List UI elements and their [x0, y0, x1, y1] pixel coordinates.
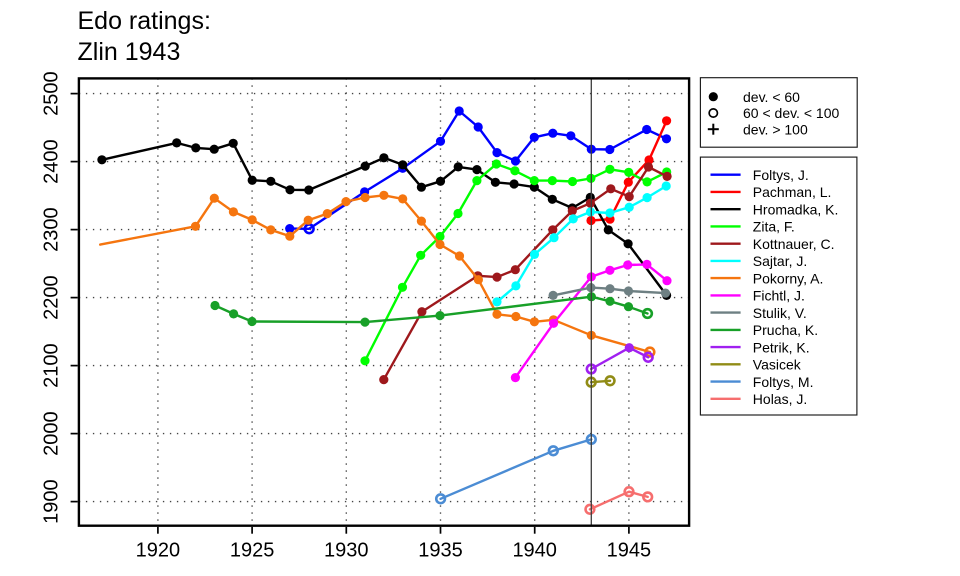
svg-text:1935: 1935 [418, 539, 463, 561]
svg-text:2100: 2100 [41, 343, 63, 388]
svg-text:Sajtar, J.: Sajtar, J. [753, 253, 807, 269]
svg-text:Kottnauer, C.: Kottnauer, C. [753, 236, 835, 252]
svg-text:1920: 1920 [136, 539, 181, 561]
svg-text:Edo ratings:: Edo ratings: [78, 7, 211, 35]
svg-text:2200: 2200 [41, 275, 63, 320]
svg-text:2400: 2400 [41, 139, 63, 184]
svg-text:Zita, F.: Zita, F. [753, 219, 795, 235]
svg-text:dev. < 60: dev. < 60 [743, 89, 800, 105]
svg-text:2000: 2000 [41, 411, 63, 456]
svg-text:1930: 1930 [324, 539, 369, 561]
svg-text:Zlin 1943: Zlin 1943 [78, 38, 181, 66]
svg-text:2500: 2500 [41, 71, 63, 116]
svg-text:Holas, J.: Holas, J. [753, 391, 807, 407]
svg-text:Vasicek: Vasicek [753, 357, 802, 373]
svg-text:Fichtl, J.: Fichtl, J. [753, 288, 805, 304]
svg-text:Prucha, K.: Prucha, K. [753, 322, 818, 338]
svg-text:1940: 1940 [512, 539, 557, 561]
svg-text:60 < dev. < 100: 60 < dev. < 100 [743, 105, 839, 121]
svg-text:Foltys, J.: Foltys, J. [753, 167, 809, 183]
svg-text:1945: 1945 [607, 539, 652, 561]
svg-text:1925: 1925 [230, 539, 275, 561]
svg-text:dev. > 100: dev. > 100 [743, 121, 808, 137]
svg-text:Pokorny, A.: Pokorny, A. [753, 270, 824, 286]
svg-text:Pachman, L.: Pachman, L. [753, 184, 832, 200]
svg-text:Stulik, V.: Stulik, V. [753, 305, 807, 321]
svg-text:Foltys, M.: Foltys, M. [753, 374, 814, 390]
svg-text:2300: 2300 [41, 207, 63, 252]
svg-text:Hromadka, K.: Hromadka, K. [753, 201, 839, 217]
svg-text:Petrik, K.: Petrik, K. [753, 339, 810, 355]
svg-text:1900: 1900 [41, 479, 63, 523]
